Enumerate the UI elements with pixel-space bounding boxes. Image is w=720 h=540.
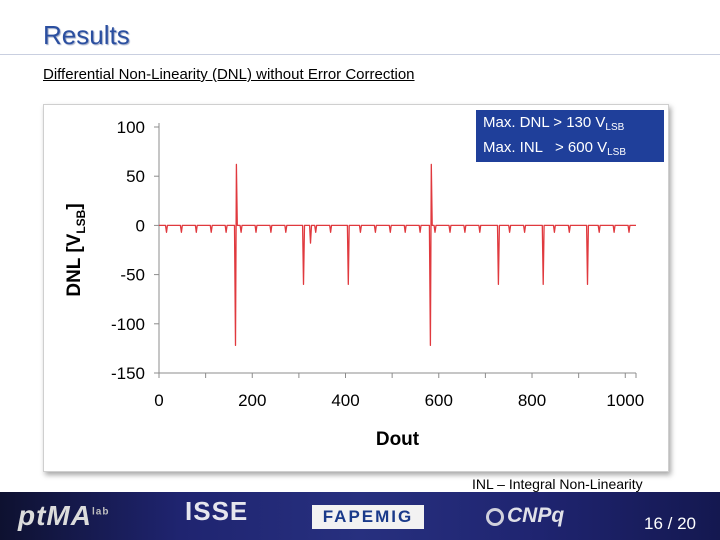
x-axis-title: Dout (376, 429, 420, 450)
y-tick-label: 50 (126, 167, 145, 186)
ptma-lab-logo: ptMAlab (18, 500, 110, 531)
max-values-annotation: Max. DNL > 130 VLSB Max. INL > 600 VLSB (476, 110, 664, 162)
y-tick-label: -100 (111, 315, 145, 334)
y-tick-label: -50 (120, 266, 145, 285)
x-tick-label: 800 (518, 391, 546, 410)
dnl-series-line (159, 163, 636, 347)
x-tick-label: 200 (238, 391, 266, 410)
footer-bar: ptMAlab ISSE FAPEMIG CNPq 16 / 20 (0, 492, 720, 540)
cnpq-icon (486, 508, 504, 526)
x-tick-label: 400 (331, 391, 359, 410)
x-tick-label: 600 (425, 391, 453, 410)
fapemig-logo: FAPEMIG (312, 505, 424, 529)
dnl-chart: 100 50 0 -50 -100 -150 0 200 400 600 800 1000 Dout DN… (43, 104, 669, 472)
slide-title: Results (43, 20, 130, 50)
dnl-chart-svg: 100 50 0 -50 -100 -150 0 200 400 600 800 1000 Dout DN… (64, 118, 644, 450)
x-tick-label: 0 (154, 391, 163, 410)
inl-footnote: INL – Integral Non-Linearity (472, 476, 643, 492)
y-tick-label: 0 (136, 216, 145, 235)
y-tick-label: 100 (117, 118, 145, 137)
cnpq-logo: CNPq (486, 504, 564, 528)
x-tick-label: 1000 (606, 391, 644, 410)
title-divider (0, 54, 720, 55)
y-axis-title: DNL [VLSB] (64, 203, 88, 296)
slide-subtitle: Differential Non-Linearity (DNL) without… (43, 66, 415, 83)
max-inl-text: Max. INL > 600 VLSB (483, 139, 626, 158)
isse-logo: ISSE (185, 496, 249, 526)
max-dnl-text: Max. DNL > 130 VLSB (483, 114, 625, 133)
y-tick-label: -150 (111, 364, 145, 383)
page-number: 16 / 20 (644, 514, 696, 533)
